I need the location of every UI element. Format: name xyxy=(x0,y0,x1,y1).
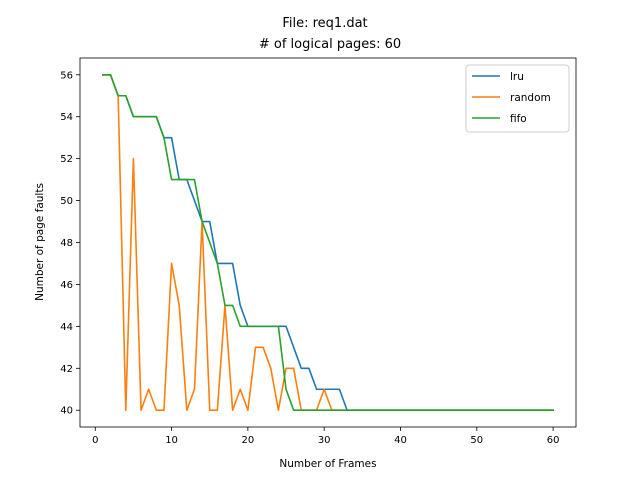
x-tick-label: 60 xyxy=(547,435,560,446)
series-layer xyxy=(102,73,554,412)
y-tick-label: 54 xyxy=(60,112,73,123)
chart-title-line2: # of logical pages: 60 xyxy=(259,37,401,52)
y-axis-label: Number of page faults xyxy=(34,183,46,301)
x-tick-label: 0 xyxy=(92,435,98,446)
y-tick-label: 48 xyxy=(60,238,73,249)
y-tick-label: 50 xyxy=(60,196,73,207)
y-tick-label: 52 xyxy=(60,154,73,165)
series-line-fifo xyxy=(102,73,554,412)
x-tick-label: 30 xyxy=(318,435,331,446)
x-tick-label: 10 xyxy=(165,435,178,446)
y-tick-label: 56 xyxy=(60,70,73,81)
x-axis-label: Number of Frames xyxy=(279,458,376,470)
y-tick-label: 46 xyxy=(60,280,73,291)
legend-label-random: random xyxy=(510,92,551,104)
legend: lru random fifo xyxy=(465,64,570,133)
x-tick-label: 50 xyxy=(470,435,483,446)
y-tick-label: 44 xyxy=(60,322,73,333)
chart-title-line1: File: req1.dat xyxy=(282,16,367,31)
y-tick-label: 42 xyxy=(60,364,73,375)
x-axis: 0 10 20 30 40 50 60 xyxy=(92,427,559,446)
y-axis: 40 42 44 46 48 50 52 54 56 xyxy=(60,70,80,417)
legend-label-lru: lru xyxy=(510,71,524,83)
legend-label-fifo: fifo xyxy=(510,113,527,125)
y-tick-label: 40 xyxy=(60,406,73,417)
legend-box xyxy=(465,64,570,133)
x-tick-label: 20 xyxy=(242,435,255,446)
x-tick-label: 40 xyxy=(394,435,407,446)
